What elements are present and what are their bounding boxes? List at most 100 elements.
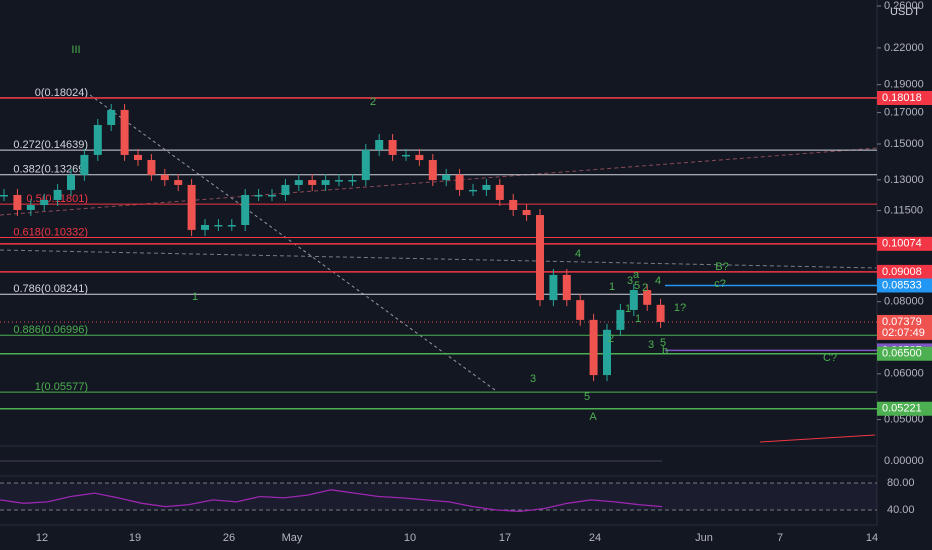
candle-body xyxy=(201,224,209,230)
y-tick-label: 0.22000 xyxy=(884,42,924,54)
drawings xyxy=(0,94,878,443)
currency: USDT xyxy=(890,6,920,18)
y-tick-label: 0.19000 xyxy=(884,79,924,91)
candle-body xyxy=(26,205,35,210)
countdown: 02:07:49 xyxy=(882,327,925,339)
rsi-tick-label: 40.00 xyxy=(887,504,915,516)
candle-body xyxy=(254,194,263,197)
x-tick-label: 26 xyxy=(223,532,235,544)
candle-body xyxy=(40,199,49,206)
price-tag-label: 0.06500 xyxy=(882,348,922,360)
candle-body xyxy=(616,309,625,330)
fib-label: 0(0.18024) xyxy=(35,87,88,99)
candle-body xyxy=(227,224,236,227)
candle-body xyxy=(294,180,303,185)
candle-body xyxy=(361,149,370,181)
wave-label: 5 xyxy=(584,391,590,403)
candle-body xyxy=(174,180,183,185)
y-tick-label: 0.05000 xyxy=(884,413,924,425)
x-tick-label: Jun xyxy=(695,532,713,544)
trend-line xyxy=(0,249,878,269)
price-tag-label: 0.08533 xyxy=(882,279,922,291)
x-tick-label: 19 xyxy=(129,532,141,544)
candle-body xyxy=(522,209,531,216)
wave-label: 3 xyxy=(627,275,633,287)
candle-body xyxy=(402,154,410,157)
y-tick-label: 0.15000 xyxy=(884,138,924,150)
candle-body xyxy=(67,174,75,190)
candle-body xyxy=(536,215,544,301)
candle-body xyxy=(629,290,638,310)
fib-label: 0.382(0.13269) xyxy=(13,164,88,176)
wave-label: B? xyxy=(715,261,728,273)
y-tick-label: 0.26000 xyxy=(884,0,924,12)
candle-body xyxy=(656,304,665,322)
price-tag-label: 0.07379 xyxy=(882,316,922,328)
price-tag-label: 0.10074 xyxy=(882,238,922,250)
wave-label: 2 xyxy=(608,333,614,345)
candle-body xyxy=(428,160,437,181)
price-tag xyxy=(877,401,932,416)
price-tag-label: 0.18018 xyxy=(882,92,922,104)
wave-label: 2 xyxy=(642,282,648,294)
candle-body xyxy=(187,184,196,230)
wave-label: a xyxy=(633,269,640,281)
wave-label: 1 xyxy=(192,291,198,303)
candle-body xyxy=(509,199,518,210)
x-tick-label: 7 xyxy=(777,532,783,544)
candle-body xyxy=(375,139,384,150)
candle-body xyxy=(160,174,169,181)
candle-body xyxy=(268,194,276,197)
macd-tick-label: 0.00000 xyxy=(884,455,924,467)
candle-body xyxy=(469,189,477,192)
x-tick-label: 14 xyxy=(866,532,878,544)
candle-body xyxy=(455,174,464,190)
candle-body xyxy=(107,109,116,125)
price-tag-label: 0.05221 xyxy=(882,403,922,415)
rsi-tick-label: 80.00 xyxy=(887,477,915,489)
candle-body xyxy=(549,274,558,301)
wave-label: 5 xyxy=(660,337,666,349)
wave-label: 2 xyxy=(370,96,376,108)
fib-label: 0.618(0.10332) xyxy=(13,226,88,238)
wave-label: 1 xyxy=(635,313,641,325)
wave-label: III xyxy=(71,44,80,56)
candle-body xyxy=(603,329,611,376)
fib-label: 0.886(0.06996) xyxy=(13,324,88,336)
wave-label: A xyxy=(589,411,597,423)
candle-body xyxy=(134,154,142,161)
candle-body xyxy=(495,184,504,200)
trend-line xyxy=(759,434,876,443)
wave-label: c? xyxy=(714,278,726,290)
candle-body xyxy=(335,180,343,182)
y-tick-label: 0.13000 xyxy=(884,174,924,186)
price-tag xyxy=(877,346,932,361)
price-tag xyxy=(877,236,932,251)
candle-body xyxy=(120,109,129,155)
wave-label: 4 xyxy=(655,275,661,287)
y-tick-label: 0.11500 xyxy=(884,205,923,217)
price-tag-label: 0.09008 xyxy=(882,266,922,278)
price-tag xyxy=(877,278,932,293)
price-tag xyxy=(877,90,932,105)
candle-body xyxy=(482,184,491,190)
candle-body xyxy=(643,290,652,305)
candle-body xyxy=(321,180,330,185)
wave-label: 1 xyxy=(609,281,615,293)
wave-label: C? xyxy=(823,352,837,364)
candle-body xyxy=(308,180,317,185)
y-tick-label: 0.17000 xyxy=(884,106,924,118)
y-tick-label: 0.08000 xyxy=(884,296,924,308)
fib-label: 0.272(0.14639) xyxy=(13,139,88,151)
candle-body xyxy=(562,274,571,301)
candle-body xyxy=(415,154,424,161)
x-tick-label: 10 xyxy=(404,532,416,544)
x-tick-label: 24 xyxy=(589,532,601,544)
candle-body xyxy=(576,300,585,320)
candle-body xyxy=(80,154,89,175)
fib-label: 0.786(0.08241) xyxy=(13,283,88,295)
candle-body xyxy=(388,139,397,155)
candle-body xyxy=(442,174,451,181)
